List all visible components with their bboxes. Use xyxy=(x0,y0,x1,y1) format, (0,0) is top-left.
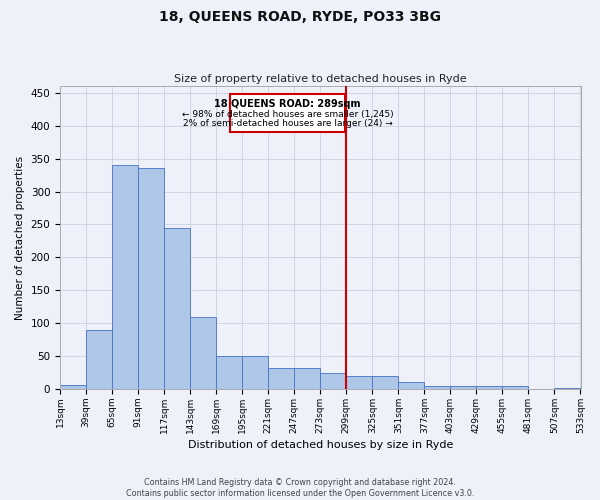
Bar xyxy=(268,368,294,389)
Bar xyxy=(476,386,502,389)
Title: Size of property relative to detached houses in Ryde: Size of property relative to detached ho… xyxy=(174,74,467,84)
Bar xyxy=(216,356,242,389)
FancyBboxPatch shape xyxy=(230,94,345,132)
Bar xyxy=(580,388,600,389)
Text: Contains HM Land Registry data © Crown copyright and database right 2024.
Contai: Contains HM Land Registry data © Crown c… xyxy=(126,478,474,498)
Bar xyxy=(554,388,581,389)
Text: 2% of semi-detached houses are larger (24) →: 2% of semi-detached houses are larger (2… xyxy=(183,119,392,128)
Y-axis label: Number of detached properties: Number of detached properties xyxy=(15,156,25,320)
Bar xyxy=(86,330,112,389)
Bar xyxy=(112,165,138,389)
Bar xyxy=(242,356,268,389)
X-axis label: Distribution of detached houses by size in Ryde: Distribution of detached houses by size … xyxy=(188,440,453,450)
Bar xyxy=(138,168,164,389)
Bar xyxy=(398,382,424,389)
Bar xyxy=(60,385,86,389)
Bar xyxy=(502,386,529,389)
Bar xyxy=(373,376,398,389)
Bar xyxy=(346,376,373,389)
Bar xyxy=(294,368,320,389)
Bar xyxy=(164,228,190,389)
Text: 18, QUEENS ROAD, RYDE, PO33 3BG: 18, QUEENS ROAD, RYDE, PO33 3BG xyxy=(159,10,441,24)
Bar xyxy=(190,316,216,389)
Bar xyxy=(320,372,346,389)
Text: ← 98% of detached houses are smaller (1,245): ← 98% of detached houses are smaller (1,… xyxy=(182,110,394,119)
Text: 18 QUEENS ROAD: 289sqm: 18 QUEENS ROAD: 289sqm xyxy=(214,100,361,110)
Bar xyxy=(424,386,451,389)
Bar xyxy=(451,386,476,389)
